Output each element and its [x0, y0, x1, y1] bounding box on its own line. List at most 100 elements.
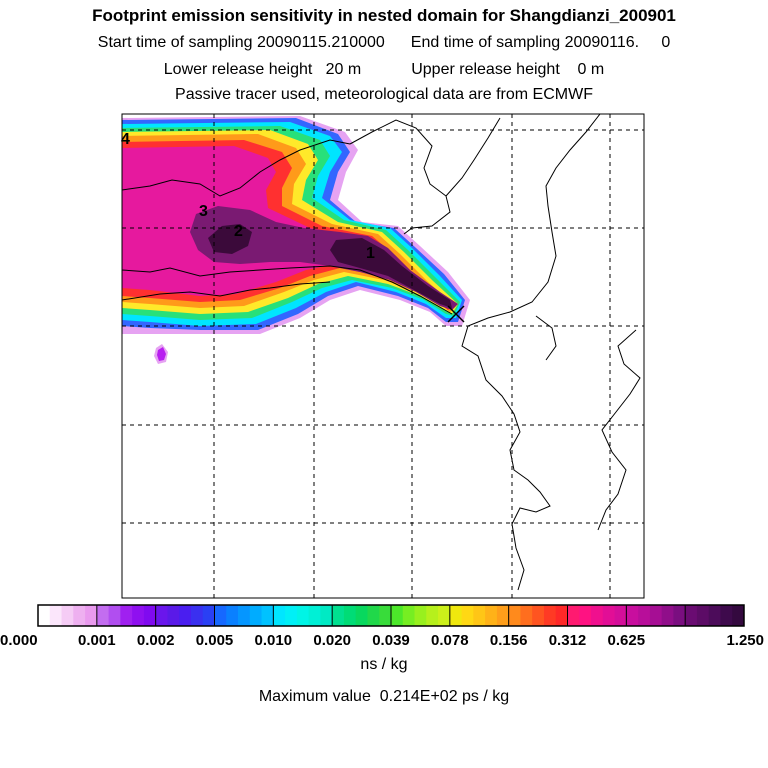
colorbar-swatch — [602, 605, 615, 626]
release-lower: Lower release height 20 m — [163, 61, 362, 78]
colorbar-swatch — [438, 605, 451, 626]
colorbar-swatch — [614, 605, 627, 626]
border-far-ne — [445, 117, 501, 197]
colorbar-swatch — [367, 605, 380, 626]
colorbar-tick-label: 0.010 — [255, 632, 293, 649]
colorbar — [38, 605, 745, 626]
colorbar-swatch — [391, 605, 404, 626]
coastline-main — [461, 114, 601, 591]
colorbar-tick-label: 0.039 — [372, 632, 410, 649]
colorbar-swatch — [567, 605, 580, 626]
colorbar-ticks: 0.000 0.001 0.002 0.005 0.010 0.020 0.039 0.078… — [0, 605, 764, 649]
plume-dark-core — [190, 206, 458, 310]
release-heights: Lower release height 20 m Upper release h… — [0, 61, 768, 79]
colorbar-swatch — [685, 605, 698, 626]
colorbar-swatch — [38, 605, 51, 626]
colorbar-tick-label: 1.250 — [726, 632, 764, 649]
colorbar-tick-label: 0.020 — [313, 632, 351, 649]
colorbar-swatch — [638, 605, 651, 626]
border-ne — [349, 119, 451, 235]
map-label: 4 — [121, 131, 130, 148]
plume-blob-inner — [157, 347, 166, 361]
colorbar-swatch — [226, 605, 239, 626]
plume-core-east — [330, 238, 452, 308]
colorbar-swatch — [332, 605, 345, 626]
colorbar-swatch — [449, 605, 462, 626]
tracer-note: Passive tracer used, meteorological data… — [175, 86, 593, 103]
colorbar-swatch — [496, 605, 510, 626]
colorbar-swatch — [343, 605, 357, 626]
colorbar-swatch — [708, 605, 721, 626]
colorbar-swatch — [320, 605, 333, 626]
map-label: 1 — [366, 245, 375, 262]
map-label: 3 — [199, 203, 208, 220]
sampling-start: Start time of sampling 20090115.210000 — [97, 34, 385, 51]
plume-core-west — [208, 224, 252, 254]
colorbar-swatch — [673, 605, 686, 626]
colorbar-swatch — [273, 605, 286, 626]
colorbar-swatch — [261, 605, 274, 626]
receptor-marker-icon — [447, 305, 465, 323]
colorbar-swatch — [296, 605, 310, 626]
coastline-east — [597, 329, 641, 531]
colorbar-swatch — [379, 605, 392, 626]
colorbar-swatch — [214, 605, 227, 626]
colorbar-swatch — [696, 605, 710, 626]
colorbar-tick-label: 0.625 — [608, 632, 646, 649]
maximum-value: Maximum value 0.214E+02 ps / kg — [258, 688, 510, 705]
colorbar-swatch — [238, 605, 251, 626]
plot-title: Footprint emission sensitivity in nested… — [92, 6, 676, 25]
coastlines — [122, 114, 641, 591]
colorbar-swatch — [532, 605, 545, 626]
footprint-plume — [122, 116, 470, 364]
colorbar-swatch — [249, 605, 262, 626]
colorbar-tick-label: 0.002 — [137, 632, 175, 649]
colorbar-swatch — [202, 605, 215, 626]
colorbar-swatch — [108, 605, 121, 626]
colorbar-swatch — [591, 605, 604, 626]
colorbar-swatch — [543, 605, 557, 626]
colorbar-unit: ns / kg — [360, 656, 408, 673]
coastline-bay — [535, 315, 557, 361]
colorbar-swatch — [49, 605, 62, 626]
colorbar-swatch — [720, 605, 733, 626]
sampling-end: End time of sampling 20090116. 0 — [410, 34, 671, 51]
colorbar-swatch — [96, 605, 109, 626]
colorbar-swatch — [120, 605, 133, 626]
colorbar-tick-label: 0.000 — [0, 632, 38, 649]
colorbar-swatch — [579, 605, 592, 626]
map-grid — [122, 114, 644, 598]
colorbar-swatch — [508, 605, 521, 626]
colorbar-swatch — [285, 605, 298, 626]
colorbar-swatch — [190, 605, 204, 626]
sampling-times: Start time of sampling 20090115.210000 En… — [0, 34, 768, 52]
map-frame — [121, 113, 645, 599]
colorbar-swatch — [167, 605, 180, 626]
colorbar-swatch — [143, 605, 157, 626]
release-upper: Upper release height 0 m — [411, 61, 605, 78]
colorbar-swatch — [661, 605, 674, 626]
colorbar-swatch — [555, 605, 568, 626]
colorbar-tick-label: 0.312 — [549, 632, 587, 649]
colorbar-swatch — [179, 605, 192, 626]
colorbar-swatch — [461, 605, 474, 626]
colorbar-swatch — [85, 605, 98, 626]
map-label: 2 — [234, 223, 243, 240]
colorbar-tick-label: 0.078 — [431, 632, 469, 649]
colorbar-tick-label: 0.156 — [490, 632, 528, 649]
colorbar-tick-label: 0.005 — [196, 632, 234, 649]
colorbar-swatch — [355, 605, 368, 626]
colorbar-swatch — [61, 605, 74, 626]
colorbar-swatch — [414, 605, 427, 626]
colorbar-tick-label: 0.001 — [78, 632, 116, 649]
colorbar-swatch — [426, 605, 439, 626]
colorbar-swatch — [155, 605, 168, 626]
colorbar-swatch — [732, 605, 745, 626]
border-line-north — [122, 139, 351, 197]
colorbar-swatch — [485, 605, 498, 626]
colorbar-swatch — [308, 605, 321, 626]
colorbar-swatch — [626, 605, 639, 626]
colorbar-swatch — [132, 605, 145, 626]
colorbar-swatch — [402, 605, 415, 626]
